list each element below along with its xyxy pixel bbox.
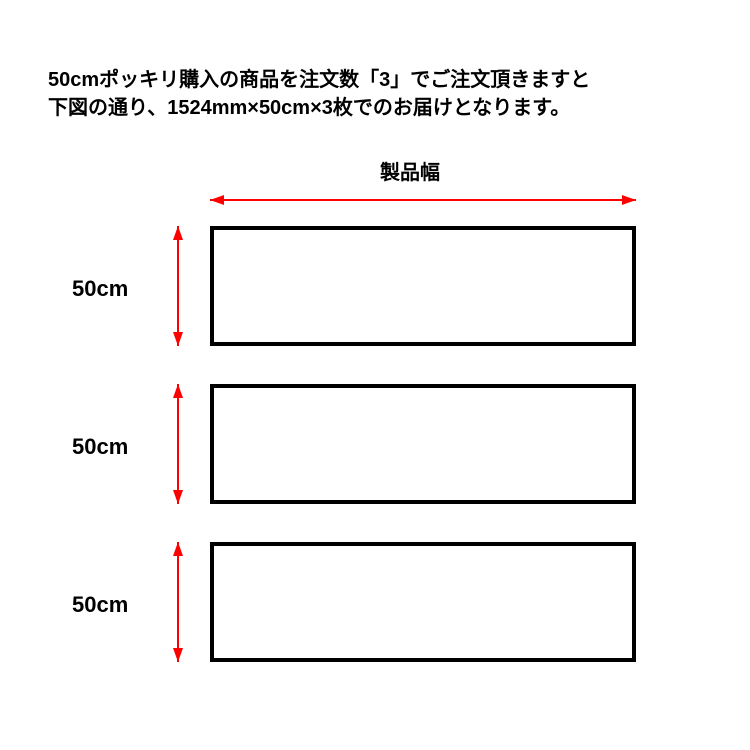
height-arrow-3 [0, 0, 750, 750]
